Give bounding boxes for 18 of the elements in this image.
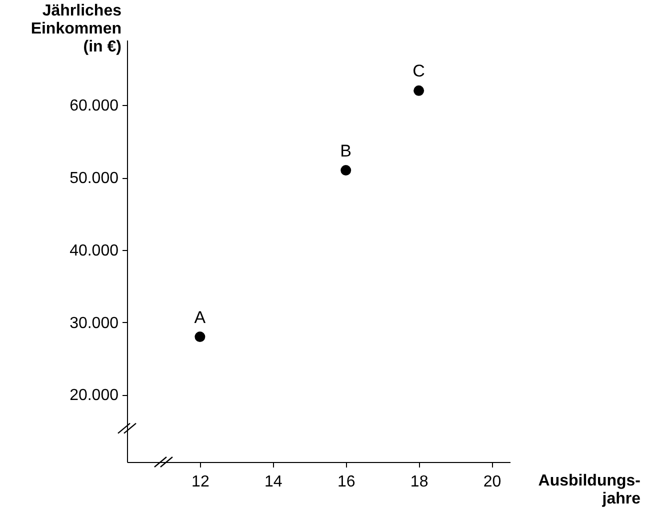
x-tick-label: 16 bbox=[337, 474, 356, 490]
annotation: A bbox=[194, 308, 206, 327]
point bbox=[194, 332, 206, 342]
y-tick-label: 30.000 bbox=[70, 314, 119, 332]
x-tick-label: 14 bbox=[264, 474, 282, 490]
x-tick-label: 20 bbox=[483, 474, 502, 490]
y-tick-label: 50.000 bbox=[70, 170, 119, 188]
x-axis-title: Ausbildungs- jahre bbox=[538, 472, 641, 508]
annotation: B bbox=[340, 141, 352, 160]
annotation: C bbox=[412, 62, 425, 81]
y-tick-label: 40.000 bbox=[70, 242, 119, 260]
point bbox=[340, 165, 352, 176]
y-tick-label: 20.000 bbox=[70, 387, 119, 404]
y-tick-label: 60.000 bbox=[70, 98, 119, 115]
x-tick-label: 12 bbox=[192, 474, 210, 490]
point bbox=[414, 85, 424, 96]
y-axis-title: Jährliches Einkommen (in €) bbox=[30, 2, 122, 56]
x-tick-label: 18 bbox=[410, 474, 428, 490]
